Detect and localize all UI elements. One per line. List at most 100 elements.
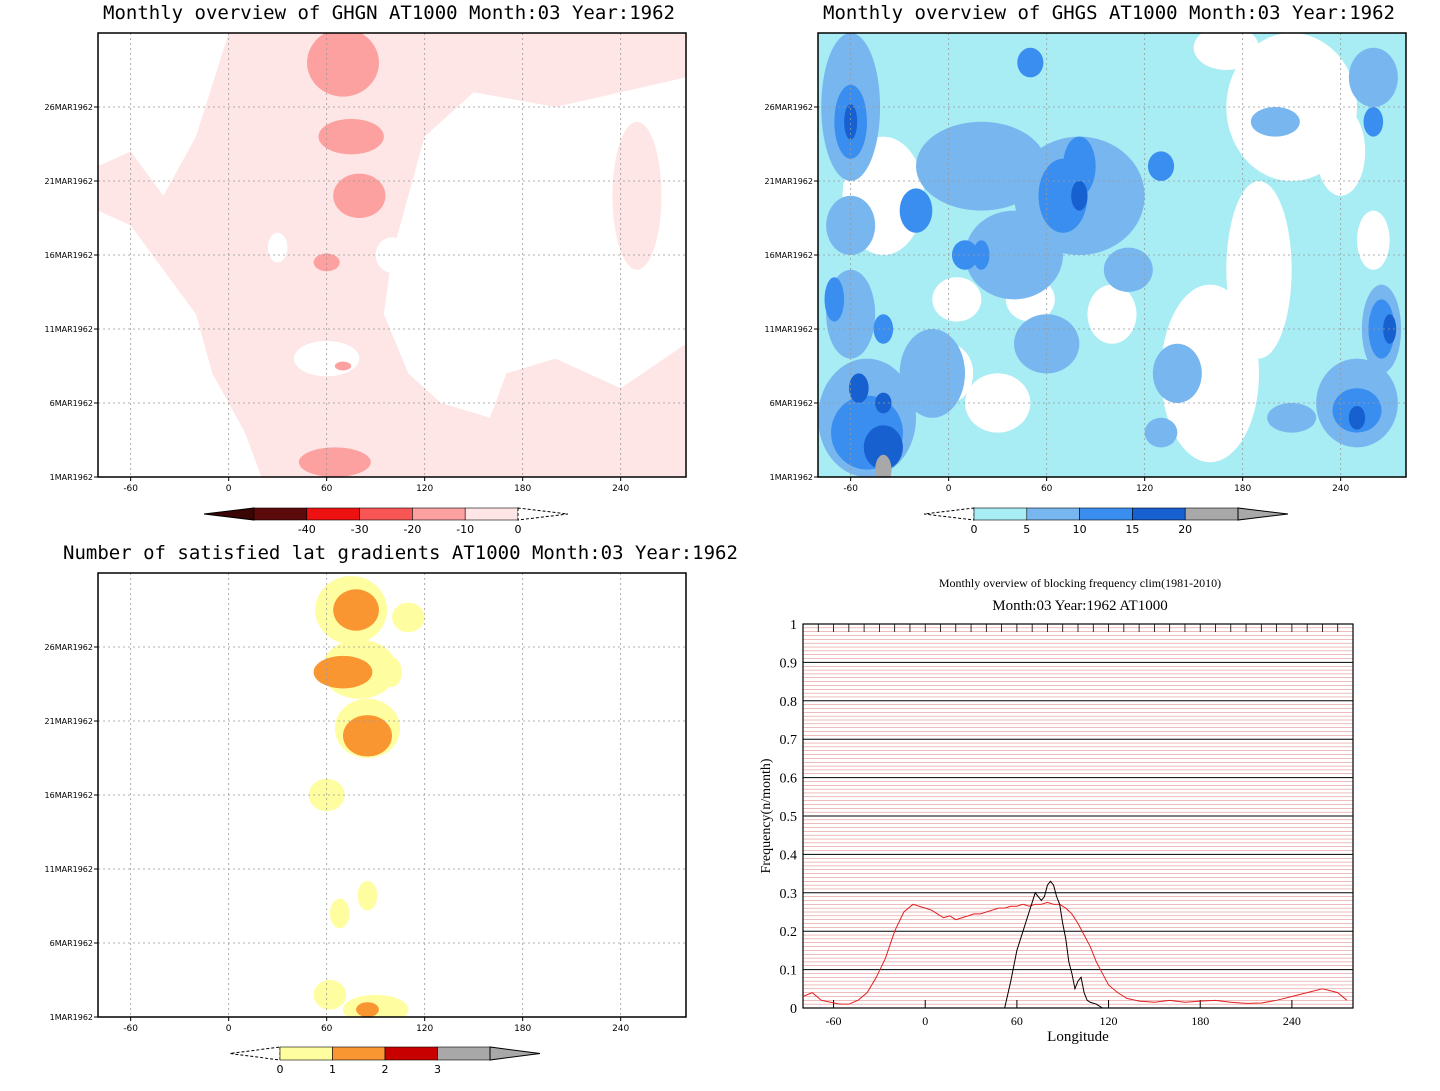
colorbar-label: 1 [329, 1063, 336, 1076]
colorbar-label: -20 [403, 523, 421, 536]
x-tick-label: 180 [1191, 1014, 1209, 1028]
y-tick-label: 0.5 [780, 810, 798, 825]
x-tick-label: 60 [321, 484, 333, 494]
colorbar-cell [973, 507, 1028, 521]
region-5-to-10 [899, 329, 965, 418]
y-tick-label: 21MAR1962 [45, 717, 93, 726]
x-tick-label: 240 [1332, 484, 1349, 494]
y-tick-label: 26MAR1962 [765, 103, 813, 112]
panel4-subtitle: Month:03 Year:1962 AT1000 [992, 598, 1168, 614]
y-tick-label: 21MAR1962 [765, 177, 813, 186]
region-10-to-15 [973, 240, 990, 270]
region-15-to-20 [863, 425, 903, 470]
series-line-0 [802, 901, 1348, 1005]
hole [375, 237, 409, 273]
y-tick-label: 26MAR1962 [45, 643, 93, 652]
region-white [1087, 284, 1137, 344]
region-5-to-10 [826, 195, 876, 255]
region-0-to-1 [382, 657, 402, 687]
y-tick-label: 1 [790, 618, 797, 633]
x-tick-label: 180 [514, 484, 531, 494]
colorbar-cell [1026, 507, 1080, 521]
y-tick-label: 21MAR1962 [45, 177, 93, 186]
patch-minus10-to-minus20 [298, 447, 371, 477]
colorbar-label: 20 [1178, 523, 1192, 536]
colorbar-cell [1132, 507, 1186, 521]
y-tick-label: 16MAR1962 [45, 251, 93, 260]
region-10-to-15 [1363, 107, 1384, 137]
region-white [1226, 180, 1292, 359]
y-tick-label: 6MAR1962 [50, 939, 93, 948]
x-axis-label: Longitude [1047, 1029, 1109, 1045]
colorbar-arrow-left [203, 507, 255, 521]
region-5-to-10 [1152, 343, 1202, 403]
y-tick-label: 11MAR1962 [765, 325, 813, 334]
y-tick-label: 11MAR1962 [45, 865, 93, 874]
region-white [932, 277, 982, 322]
x-tick-label: 120 [1100, 1014, 1118, 1028]
colorbar-label: -40 [298, 523, 316, 536]
hole [267, 232, 288, 263]
colorbar-arrow-right [517, 507, 569, 521]
region-1-to-2 [333, 589, 379, 631]
colorbar-arrow-left [229, 1046, 281, 1061]
lat-gradients-heatmap: -60 0 60 120 180 2401MAR19626MAR196211MAR1962… [45, 572, 687, 1076]
y-tick-label: 0.3 [780, 887, 798, 902]
region-5-to-10 [1144, 417, 1178, 448]
colorbar-cell [437, 1046, 491, 1061]
region-white [1357, 210, 1390, 270]
patch-minus10-to-minus20 [313, 253, 340, 272]
y-tick-label: 16MAR1962 [45, 791, 93, 800]
x-tick-label: 0 [226, 1024, 232, 1034]
y-tick-label: 0.2 [780, 925, 798, 940]
colorbar-cell [384, 1046, 438, 1061]
colorbar-label: 10 [1073, 523, 1087, 536]
y-tick-label: 16MAR1962 [765, 251, 813, 260]
colorbar-label: 3 [434, 1063, 441, 1076]
x-tick-label: -60 [843, 484, 858, 494]
x-tick-label: 0 [946, 484, 952, 494]
colorbar-cell [279, 1046, 333, 1061]
region-white [1316, 106, 1366, 196]
x-tick-label: -60 [123, 1024, 138, 1034]
colorbar-label: -10 [456, 523, 474, 536]
y-tick-label: 0.1 [780, 964, 798, 979]
region-10-to-15 [1368, 299, 1395, 359]
colorbar-label: -30 [351, 523, 369, 536]
colorbar-label: 5 [1023, 523, 1030, 536]
y-tick-label: 0.6 [780, 772, 798, 787]
x-tick-label: 180 [1234, 484, 1251, 494]
x-tick-label: 60 [321, 1024, 333, 1034]
x-tick-label: 240 [1283, 1014, 1301, 1028]
y-tick-label: 1MAR1962 [770, 473, 813, 482]
patch-0-to-minus10 [506, 33, 605, 93]
x-tick-label: 240 [612, 1024, 629, 1034]
y-tick-label: 6MAR1962 [50, 399, 93, 408]
contour-fill [308, 575, 425, 1017]
panel4-title: Monthly overview of blocking frequency c… [938, 576, 1222, 590]
panel1-title: Monthly overview of GHGN AT1000 Month:03… [103, 2, 675, 24]
plot-frame [817, 32, 1407, 478]
y-tick-label: 0.8 [780, 695, 798, 710]
colorbar-label: 0 [277, 1063, 284, 1076]
region-1-to-2 [313, 655, 373, 689]
patch-minus10-to-minus20 [334, 361, 352, 371]
region-15-to-20 [849, 373, 869, 404]
ghgs-heatmap: -60 0 60 120 180 240 1MAR1962 6MAR1962 11MAR1962… [765, 32, 1407, 536]
colorbar-label: 2 [382, 1063, 389, 1076]
plot-frame [802, 623, 1354, 1009]
colorbar-arrow-right [1237, 507, 1289, 521]
colorbar-arrow-right [489, 1046, 541, 1061]
x-tick-label: 0 [226, 484, 232, 494]
plot-frame [97, 32, 687, 478]
region-above-20 [875, 454, 892, 477]
region-5-to-10 [1250, 107, 1300, 137]
region-10-to-15 [824, 277, 845, 322]
x-tick-label: -60 [123, 484, 138, 494]
y-tick-label: 0.9 [780, 656, 798, 671]
colorbar-cell [253, 507, 308, 521]
x-tick-label: 0 [922, 1014, 928, 1028]
x-tick-label: 60 [1041, 484, 1053, 494]
colorbar-cell [1184, 507, 1239, 521]
region-10-to-15 [1147, 151, 1175, 181]
